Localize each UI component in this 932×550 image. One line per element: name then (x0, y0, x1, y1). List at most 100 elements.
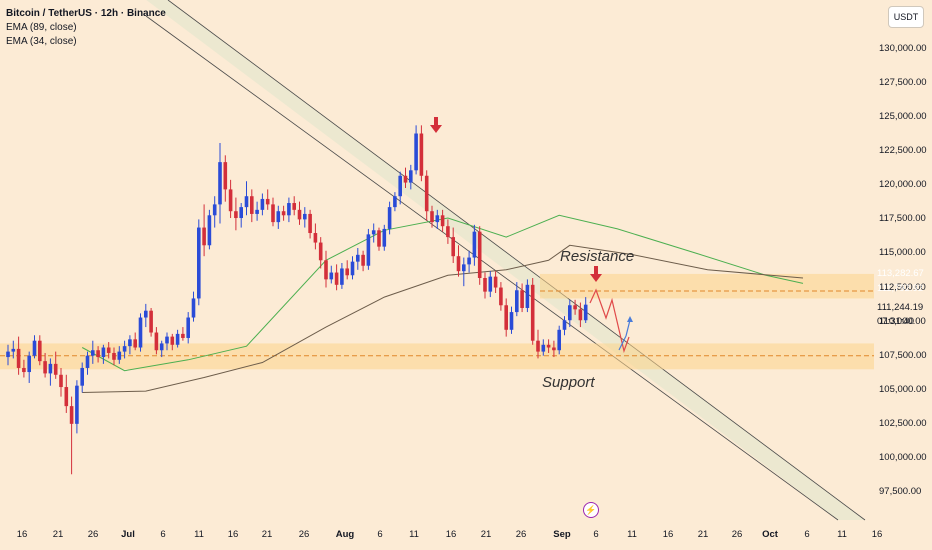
candle-body[interactable] (536, 340, 540, 352)
candle-body[interactable] (38, 340, 42, 362)
candle-body[interactable] (578, 309, 583, 321)
candle-body[interactable] (101, 347, 106, 358)
candle-body[interactable] (223, 162, 228, 190)
candle-body[interactable] (138, 317, 143, 348)
candle-body[interactable] (366, 234, 371, 266)
currency-selector[interactable]: USDT (888, 6, 924, 28)
candle-body[interactable] (250, 196, 254, 214)
candle-body[interactable] (409, 170, 413, 183)
candle-body[interactable] (504, 305, 508, 330)
candle-body[interactable] (403, 175, 408, 183)
candle-body[interactable] (499, 287, 503, 306)
candle-body[interactable] (329, 272, 334, 280)
candle-body[interactable] (128, 339, 132, 347)
candle-body[interactable] (122, 346, 127, 352)
candle-body[interactable] (303, 213, 307, 220)
candle-body[interactable] (525, 284, 530, 308)
candle-body[interactable] (446, 226, 450, 238)
candle-body[interactable] (350, 261, 355, 276)
candle-body[interactable] (377, 230, 381, 247)
candle-body[interactable] (387, 207, 392, 229)
candle-body[interactable] (69, 406, 74, 424)
candle-body[interactable] (144, 310, 148, 318)
candle-body[interactable] (361, 254, 365, 266)
candle-body[interactable] (175, 333, 180, 345)
candle-body[interactable] (91, 350, 95, 356)
candle-body[interactable] (382, 228, 387, 247)
ema-fast-label[interactable]: EMA (34, close) (6, 36, 77, 47)
candle-body[interactable] (345, 268, 349, 276)
candle-body[interactable] (27, 355, 31, 373)
candle-body[interactable] (234, 211, 238, 219)
candle-body[interactable] (16, 348, 21, 368)
candle-body[interactable] (530, 284, 535, 341)
candle-body[interactable] (371, 230, 376, 235)
candle-body[interactable] (472, 231, 477, 258)
candle-body[interactable] (276, 211, 281, 223)
candle-body[interactable] (212, 204, 217, 216)
candle-body[interactable] (228, 189, 233, 212)
candle-body[interactable] (112, 352, 116, 360)
candle-body[interactable] (271, 204, 275, 223)
candle-body[interactable] (197, 227, 201, 299)
candle-body[interactable] (154, 332, 159, 351)
event-bolt-icon[interactable]: ⚡ (583, 502, 599, 518)
candle-body[interactable] (568, 305, 572, 321)
candle-body[interactable] (265, 198, 270, 205)
candle-body[interactable] (393, 196, 397, 208)
candle-body[interactable] (340, 268, 344, 285)
candle-body[interactable] (64, 387, 69, 407)
candle-body[interactable] (552, 347, 556, 351)
candle-body[interactable] (22, 367, 26, 373)
candle-body[interactable] (493, 276, 498, 288)
candle-body[interactable] (48, 363, 53, 374)
candle-body[interactable] (159, 343, 164, 351)
candle-body[interactable] (451, 237, 455, 257)
candle-body[interactable] (462, 264, 466, 272)
candle-body[interactable] (292, 203, 296, 210)
candle-body[interactable] (414, 133, 418, 171)
candle-body[interactable] (583, 304, 588, 321)
candle-body[interactable] (165, 336, 169, 344)
candle-body[interactable] (32, 340, 37, 356)
candle-body[interactable] (435, 215, 440, 223)
candle-body[interactable] (43, 361, 47, 374)
candle-body[interactable] (80, 367, 84, 386)
candle-body[interactable] (488, 276, 493, 292)
candle-body[interactable] (477, 231, 482, 278)
ema-89-line[interactable] (82, 244, 804, 393)
candle-body[interactable] (520, 290, 524, 308)
candle-body[interactable] (398, 175, 402, 197)
candle-body[interactable] (419, 133, 424, 176)
candle-body[interactable] (106, 347, 111, 353)
candle-body[interactable] (313, 233, 318, 243)
candle-body[interactable] (440, 215, 445, 227)
candle-body[interactable] (149, 310, 153, 333)
candle-body[interactable] (287, 203, 291, 216)
candle-body[interactable] (207, 215, 212, 246)
candle-body[interactable] (483, 277, 487, 292)
candle-body[interactable] (356, 254, 360, 262)
candle-body[interactable] (297, 209, 302, 220)
candle-body[interactable] (186, 317, 190, 338)
symbol-title[interactable]: Bitcoin / TetherUS · 12h · Binance (6, 8, 166, 19)
candle-body[interactable] (181, 333, 185, 338)
candle-body[interactable] (191, 298, 196, 318)
candle-body[interactable] (562, 320, 567, 330)
candle-body[interactable] (255, 209, 259, 214)
candle-body[interactable] (515, 290, 519, 313)
candle-body[interactable] (334, 272, 339, 285)
candle-body[interactable] (573, 305, 577, 310)
candle-body[interactable] (59, 374, 63, 388)
candle-body[interactable] (75, 385, 79, 424)
candle-body[interactable] (281, 211, 286, 216)
candle-body[interactable] (467, 257, 471, 265)
candle-body[interactable] (541, 344, 546, 352)
candle-body[interactable] (117, 351, 122, 360)
ema-34-line[interactable] (81, 214, 804, 372)
candle-body[interactable] (202, 227, 206, 246)
candle-body[interactable] (308, 213, 312, 234)
candle-body[interactable] (85, 355, 90, 368)
candle-body[interactable] (324, 260, 328, 280)
candle-body[interactable] (318, 242, 323, 261)
